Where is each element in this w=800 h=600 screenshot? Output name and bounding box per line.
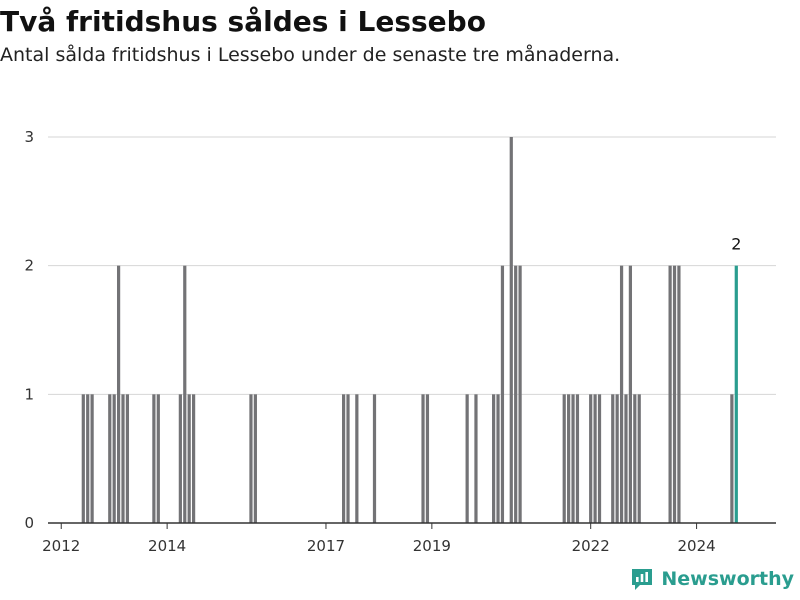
bar xyxy=(624,394,628,523)
bar xyxy=(514,265,518,523)
bar xyxy=(125,394,130,523)
bar xyxy=(668,265,672,523)
bar xyxy=(474,394,478,523)
bar xyxy=(562,394,566,523)
brand-logo: Newsworthy xyxy=(629,564,794,594)
bar-highlight xyxy=(734,265,738,523)
bar xyxy=(637,394,641,523)
bar xyxy=(575,394,580,523)
bar xyxy=(421,394,425,523)
bar xyxy=(121,394,125,523)
x-axis xyxy=(48,522,776,529)
bar xyxy=(355,394,359,523)
bar xyxy=(492,394,496,523)
bar xyxy=(615,394,619,523)
bar xyxy=(253,394,257,523)
bar xyxy=(677,265,681,523)
bar xyxy=(86,394,90,523)
bar xyxy=(191,394,196,523)
labels: 0 1 2 3 2 2012 2014 2017 2019 2022 2024 xyxy=(24,128,741,555)
bar xyxy=(730,394,734,523)
bar xyxy=(571,394,575,523)
x-tick-label: 2024 xyxy=(677,537,715,555)
grid-lines xyxy=(48,136,776,395)
bar xyxy=(500,265,505,523)
bar xyxy=(518,265,522,523)
bar xyxy=(589,394,593,523)
bar xyxy=(619,265,624,523)
bar xyxy=(628,265,633,523)
data-label: 2 xyxy=(731,235,741,254)
brand-name: Newsworthy xyxy=(661,568,794,590)
bar xyxy=(465,394,469,523)
bar xyxy=(156,394,160,523)
bar xyxy=(178,394,182,523)
chart-title: Två fritidshus såldes i Lessebo xyxy=(0,5,486,38)
bar xyxy=(81,394,85,523)
bar xyxy=(152,394,156,523)
bar xyxy=(425,394,430,523)
bar xyxy=(187,394,191,523)
y-tick-label: 0 xyxy=(24,514,34,532)
bars xyxy=(81,137,738,523)
newsworthy-logo-icon xyxy=(632,569,653,590)
bar xyxy=(496,394,500,523)
y-tick-label: 1 xyxy=(24,385,34,403)
y-tick-label: 2 xyxy=(24,257,34,275)
x-tick-label: 2022 xyxy=(572,537,610,555)
bar xyxy=(90,394,94,523)
bar xyxy=(346,394,350,523)
bar xyxy=(342,394,346,523)
x-tick-label: 2017 xyxy=(307,537,345,555)
bar xyxy=(672,265,677,523)
bar xyxy=(597,394,602,523)
x-tick-label: 2019 xyxy=(413,537,451,555)
chart-subtitle: Antal sålda fritidshus i Lessebo under d… xyxy=(0,44,621,66)
bar xyxy=(183,265,187,523)
x-tick-label: 2012 xyxy=(42,537,80,555)
bar xyxy=(593,394,597,523)
x-tick-label: 2014 xyxy=(148,537,186,555)
bar xyxy=(108,394,112,523)
bar xyxy=(116,265,121,523)
bar xyxy=(611,394,615,523)
bar xyxy=(112,394,116,523)
y-tick-label: 3 xyxy=(24,128,34,146)
bar xyxy=(567,394,571,523)
bar xyxy=(372,394,377,523)
bar xyxy=(509,137,513,523)
bar xyxy=(249,394,253,523)
bar xyxy=(633,394,637,523)
